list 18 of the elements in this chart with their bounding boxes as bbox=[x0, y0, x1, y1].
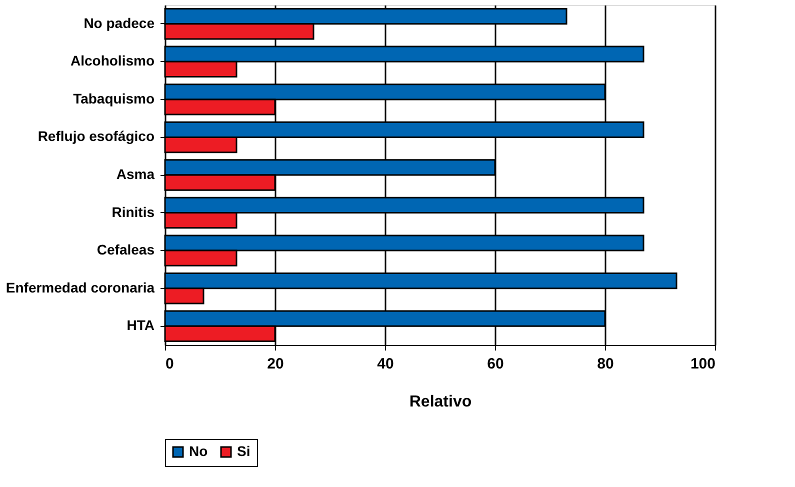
x-tick-label: 100 bbox=[690, 356, 716, 372]
x-tick-label: 80 bbox=[597, 356, 614, 372]
y-tick-label: Reflujo esofágico bbox=[38, 128, 154, 144]
legend-label: Si bbox=[237, 443, 250, 459]
y-tick-label: Enfermedad coronaria bbox=[6, 279, 155, 296]
x-tick-label: 20 bbox=[267, 356, 284, 372]
y-tick-label: Alcoholismo bbox=[70, 52, 154, 69]
x-tick-label: 0 bbox=[166, 356, 174, 372]
x-tick-label: 60 bbox=[487, 356, 504, 372]
x-tick-label: 40 bbox=[377, 356, 394, 372]
y-tick-label: No padece bbox=[84, 14, 155, 31]
legend-label: No bbox=[189, 443, 208, 459]
y-tick-label: Asma bbox=[116, 166, 155, 182]
y-tick-label: Tabaquismo bbox=[73, 90, 154, 106]
y-tick-label: HTA bbox=[126, 317, 154, 334]
y-tick-label: Cefaleas bbox=[96, 242, 155, 258]
y-tick-label: Rinitis bbox=[112, 204, 155, 220]
x-axis-title: Relativo bbox=[409, 394, 472, 410]
